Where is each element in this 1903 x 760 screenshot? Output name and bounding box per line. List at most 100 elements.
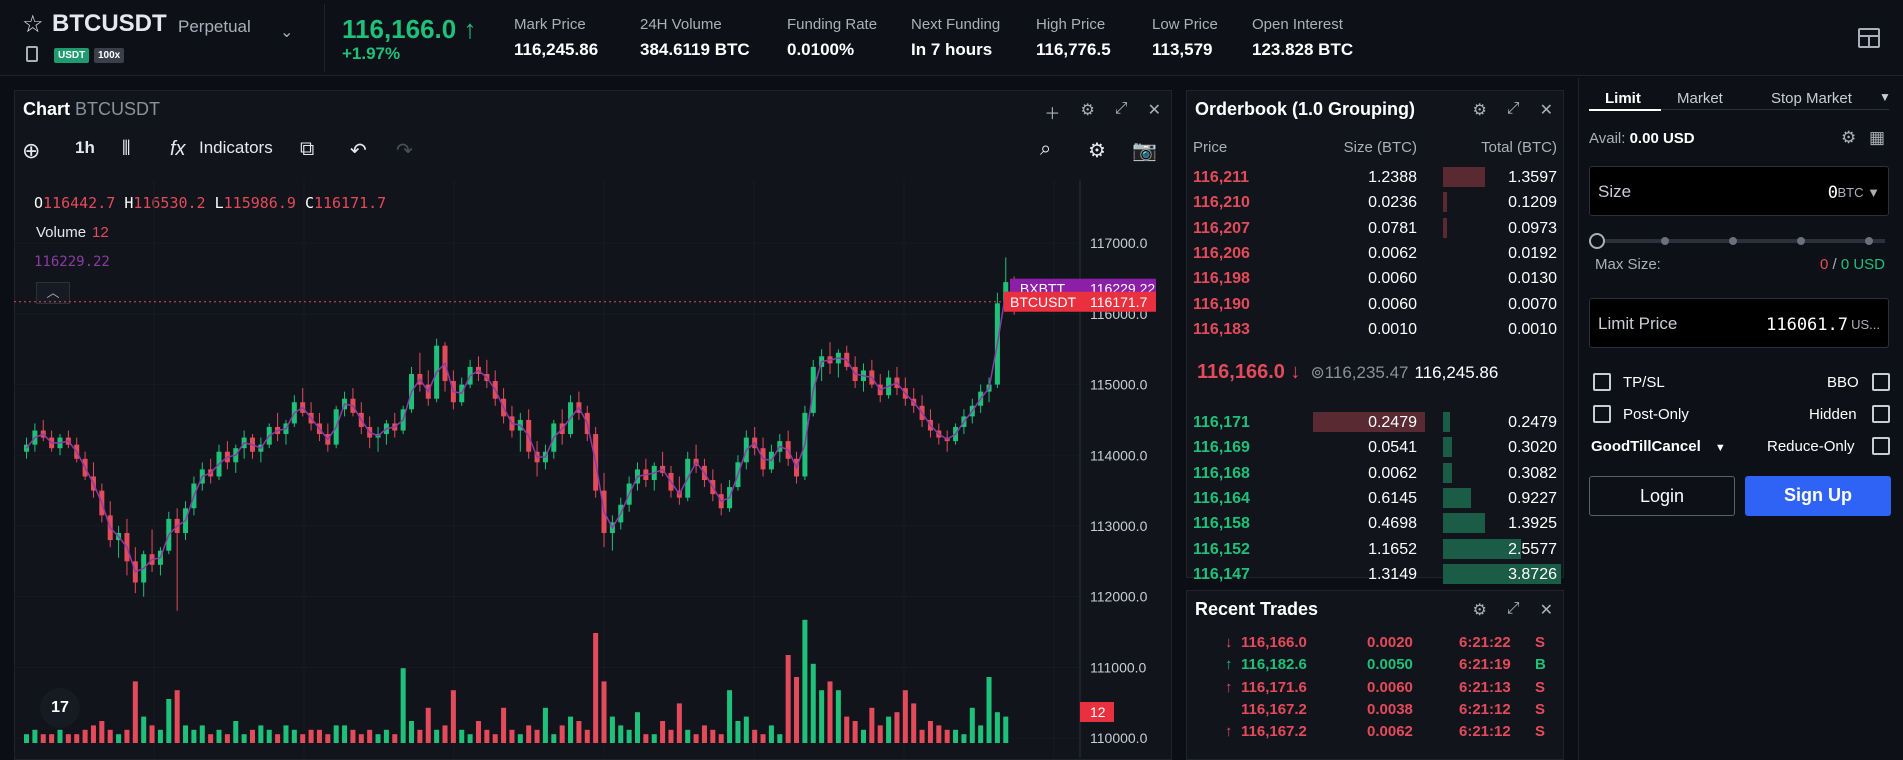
bid-row[interactable]: 116,164 0.6145 0.9227 bbox=[1187, 486, 1563, 511]
document-icon[interactable] bbox=[26, 46, 38, 62]
search-icon[interactable]: ⌕ bbox=[1040, 138, 1052, 160]
calculator-icon[interactable]: ▦ bbox=[1869, 128, 1886, 147]
size-input[interactable]: 0 bbox=[1827, 183, 1838, 203]
size-slider[interactable] bbox=[1589, 233, 1885, 249]
expand-icon[interactable]: ⤢ bbox=[1506, 100, 1520, 117]
indicators-button[interactable]: Indicators bbox=[199, 138, 273, 157]
tab-limit[interactable]: Limit bbox=[1605, 90, 1641, 107]
symbol-dropdown-chevron-icon[interactable]: ⌄ bbox=[280, 24, 294, 41]
ask-size: 0.0010 bbox=[1368, 320, 1417, 338]
volume-bar bbox=[760, 734, 766, 743]
bid-row[interactable]: 116,168 0.0062 0.3082 bbox=[1187, 461, 1563, 486]
candle-type-icon[interactable]: ⫴ bbox=[122, 138, 131, 160]
sign-up-button[interactable]: Sign Up bbox=[1745, 476, 1891, 516]
symbol-tag-name: BTCUSDT bbox=[1010, 294, 1077, 310]
bid-row[interactable]: 116,169 0.0541 0.3020 bbox=[1187, 435, 1563, 460]
bid-row[interactable]: 116,152 1.1652 2.5577 bbox=[1187, 537, 1563, 562]
volume-bar bbox=[501, 707, 507, 743]
ask-row[interactable]: 116,210 0.0236 0.1209 bbox=[1187, 190, 1563, 215]
tpsl-label: TP/SL bbox=[1623, 374, 1665, 391]
close-icon[interactable]: ✕ bbox=[1147, 102, 1161, 119]
bid-row[interactable]: 116,171 0.2479 0.2479 bbox=[1187, 410, 1563, 435]
tab-stop-market[interactable]: Stop Market bbox=[1771, 90, 1852, 107]
volume-bar bbox=[643, 734, 649, 743]
size-unit-select[interactable]: BTC ▼ bbox=[1837, 185, 1880, 200]
ask-row[interactable]: 116,206 0.0062 0.0192 bbox=[1187, 241, 1563, 266]
volume-bar bbox=[283, 725, 289, 743]
settings-icon[interactable]: ⚙ bbox=[1080, 102, 1095, 119]
ask-total: 0.0130 bbox=[1508, 270, 1557, 288]
stat-value: 384.6119 BTC bbox=[640, 40, 750, 59]
bid-row[interactable]: 116,158 0.4698 1.3925 bbox=[1187, 511, 1563, 536]
reduce-only-checkbox[interactable] bbox=[1872, 437, 1890, 455]
add-indicator-icon[interactable]: ⊕ bbox=[22, 138, 41, 163]
bid-row[interactable]: 116,147 1.3149 3.8726 bbox=[1187, 562, 1563, 587]
trade-row: ↑ 116,167.2 0.0062 6:21:12 S bbox=[1187, 720, 1563, 742]
orderbook-controls: ⚙ ⤢ ✕ bbox=[1472, 100, 1553, 120]
gear-icon[interactable]: ⚙ bbox=[1088, 140, 1106, 162]
ask-total: 0.1209 bbox=[1508, 194, 1557, 212]
volume-bar bbox=[844, 716, 850, 743]
bbo-checkbox[interactable] bbox=[1872, 373, 1890, 391]
ask-price: 116,183 bbox=[1193, 320, 1250, 338]
ask-total: 0.0192 bbox=[1508, 244, 1557, 262]
favorite-star-icon[interactable]: ☆ bbox=[22, 11, 44, 38]
ask-row[interactable]: 116,207 0.0781 0.0973 bbox=[1187, 216, 1563, 241]
volume-bar bbox=[802, 619, 808, 743]
time-in-force-select[interactable]: GoodTillCancel ▼ bbox=[1591, 438, 1726, 455]
expand-icon[interactable]: ⤢ bbox=[1506, 600, 1520, 617]
size-field[interactable]: Size 0 BTC ▼ bbox=[1589, 166, 1889, 216]
slider-knob[interactable] bbox=[1589, 233, 1605, 249]
interval-selector[interactable]: 1h bbox=[75, 138, 95, 157]
redo-icon[interactable]: ↷ bbox=[396, 140, 413, 162]
symbol-name[interactable]: BTCUSDT bbox=[52, 10, 167, 37]
volume-bar bbox=[693, 734, 699, 743]
price-chart[interactable]: 117000.0116000.0115000.0114000.0113000.0… bbox=[14, 180, 1170, 758]
tab-market[interactable]: Market bbox=[1677, 90, 1723, 107]
post-only-checkbox[interactable] bbox=[1593, 405, 1611, 423]
expand-icon[interactable]: ⤢ bbox=[1114, 100, 1128, 117]
volume-bar bbox=[718, 734, 724, 743]
trade-time: 6:21:19 bbox=[1459, 656, 1511, 674]
trade-price: 116,171.6 bbox=[1241, 678, 1307, 696]
undo-icon[interactable]: ↶ bbox=[350, 140, 367, 162]
limit-price-field[interactable]: Limit Price 116061.7 US... bbox=[1589, 298, 1889, 348]
function-icon[interactable]: fx bbox=[170, 138, 186, 160]
tpsl-checkbox[interactable] bbox=[1593, 373, 1611, 391]
volume-bar bbox=[668, 729, 674, 743]
hidden-checkbox[interactable] bbox=[1872, 405, 1890, 423]
stat-1: 24H Volume 384.6119 BTC bbox=[640, 16, 750, 60]
camera-icon[interactable]: 📷 bbox=[1132, 140, 1157, 162]
settings-icon[interactable]: ⚙ bbox=[1472, 102, 1487, 119]
chart-panel: Chart BTCUSDT ＋ ⚙ ⤢ ✕ bbox=[14, 90, 1172, 760]
bid-depth-bar bbox=[1443, 437, 1453, 458]
tab-indicator bbox=[1589, 109, 1661, 111]
volume-bar bbox=[459, 729, 465, 743]
ask-row[interactable]: 116,190 0.0060 0.0070 bbox=[1187, 292, 1563, 317]
close-icon[interactable]: ✕ bbox=[1539, 602, 1553, 619]
close-icon[interactable]: ✕ bbox=[1539, 102, 1553, 119]
volume-bar bbox=[743, 716, 749, 743]
add-icon[interactable]: ＋ bbox=[1044, 106, 1061, 123]
volume-bar bbox=[383, 729, 389, 743]
ask-row[interactable]: 116,211 1.2388 1.3597 bbox=[1187, 165, 1563, 190]
ask-size: 0.0060 bbox=[1368, 270, 1417, 288]
bid-price: 116,158 bbox=[1193, 515, 1250, 533]
layout-icon[interactable] bbox=[1858, 28, 1880, 48]
limit-price-input[interactable]: 116061.7 bbox=[1766, 315, 1848, 335]
popout-icon[interactable]: ⧉ bbox=[300, 138, 315, 160]
ask-row[interactable]: 116,198 0.0060 0.0130 bbox=[1187, 266, 1563, 291]
volume-bar bbox=[409, 721, 415, 743]
volume-bar bbox=[166, 699, 172, 743]
login-button[interactable]: Login bbox=[1589, 476, 1735, 516]
more-tabs-chevron-icon[interactable]: ▼ bbox=[1879, 90, 1891, 104]
bid-price: 116,168 bbox=[1193, 464, 1250, 482]
volume-tag-value: 12 bbox=[1090, 704, 1106, 720]
settings-icon[interactable]: ⚙ bbox=[1472, 602, 1487, 619]
ask-row[interactable]: 116,183 0.0010 0.0010 bbox=[1187, 317, 1563, 342]
collapse-legend-button[interactable]: ︿ bbox=[36, 282, 70, 304]
stat-value: In 7 hours bbox=[911, 40, 993, 59]
volume-bar bbox=[116, 734, 122, 743]
settings-icon[interactable]: ⚙ bbox=[1841, 128, 1857, 147]
stat-label: Next Funding bbox=[911, 16, 1001, 33]
